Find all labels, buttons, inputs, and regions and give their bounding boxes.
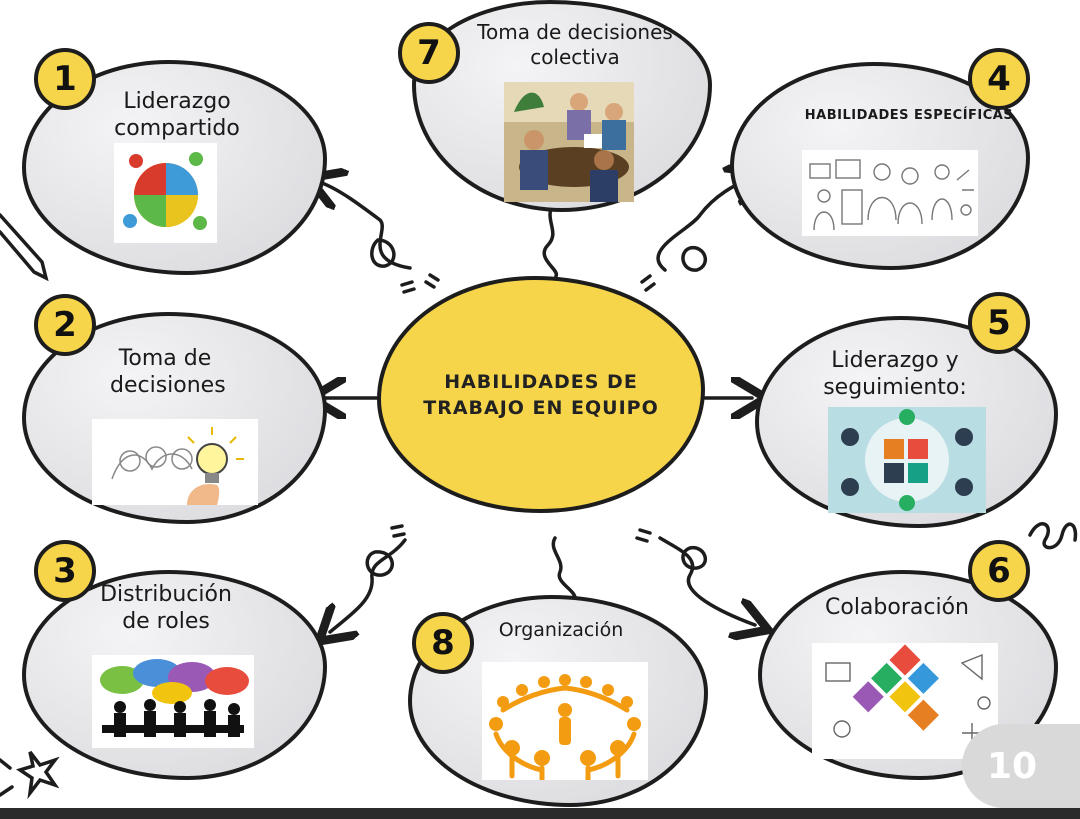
- circle-of-people-icon: [482, 662, 648, 780]
- central-topic: HABILIDADES DE TRABAJO EN EQUIPO: [377, 276, 705, 513]
- number-badge-7: 7: [398, 22, 460, 84]
- number-badge-8: 8: [412, 612, 474, 674]
- arrow-to-node-6: [658, 536, 755, 625]
- node-label-2: Toma de decisiones: [110, 346, 226, 398]
- node-label-3: Distribución de roles: [100, 582, 232, 634]
- speech-bubbles-team-icon: [92, 655, 254, 748]
- number-badge-1: 1: [34, 48, 96, 110]
- node-label-5: Liderazgo y seguimiento:: [823, 348, 967, 400]
- number-badge-6: 6: [968, 540, 1030, 602]
- node-label-6: Colaboración: [825, 595, 969, 620]
- number-badge-3: 3: [34, 540, 96, 602]
- arrow-to-node-1: [322, 183, 412, 270]
- loop-1: [370, 238, 396, 268]
- loop-4: [681, 246, 708, 272]
- linked-hands-icon: [812, 643, 998, 759]
- puzzle-people-icon: [114, 143, 217, 243]
- number-badge-2: 2: [34, 294, 96, 356]
- link-to-node-7: [542, 203, 559, 278]
- number-badge-5: 5: [968, 292, 1030, 354]
- team-sketch-icon: [802, 150, 978, 236]
- meeting-icon: [504, 82, 634, 202]
- hands-puzzle-icon: [828, 407, 986, 513]
- loop-3: [365, 550, 394, 577]
- link-to-node-8: [551, 536, 577, 600]
- page-number: 10: [962, 724, 1080, 808]
- number-badge-4: 4: [968, 48, 1030, 110]
- lightbulb-idea-icon: [92, 419, 258, 505]
- pencil-sketch: [0, 213, 49, 282]
- decor-curl: [1028, 522, 1078, 550]
- node-label-1: Liderazgo compartido: [114, 89, 240, 141]
- node-label-7: Toma de decisiones colectiva: [477, 20, 673, 69]
- star-sketch: [15, 750, 60, 800]
- arrow-to-node-3: [330, 538, 407, 632]
- loop-6: [681, 546, 708, 570]
- central-topic-title: HABILIDADES DE TRABAJO EN EQUIPO: [423, 370, 659, 419]
- node-label-8: Organización: [498, 619, 624, 641]
- bottom-bar: [0, 808, 1080, 819]
- node-label-4: HABILIDADES ESPECÍFICAS: [804, 108, 1014, 123]
